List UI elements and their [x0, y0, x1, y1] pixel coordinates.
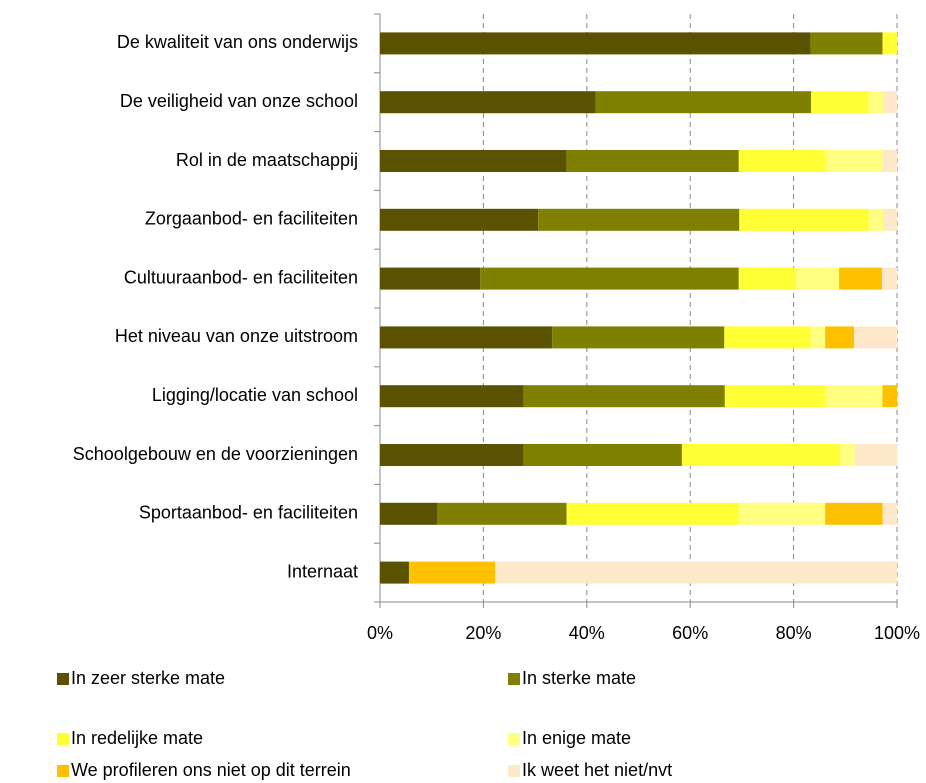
y-tick-label: Cultuuraanbod- en faciliteiten: [124, 267, 358, 287]
bar-segment: [538, 208, 740, 231]
bar-segment: [825, 385, 883, 408]
bar-segment: [882, 502, 897, 525]
y-tick-label: De veiligheid van onze school: [120, 91, 358, 111]
x-tick-label: 60%: [672, 623, 708, 643]
x-tick-label: 40%: [569, 623, 605, 643]
y-tick-label: Schoolgebouw en de voorzieningen: [73, 444, 358, 464]
bar-segment: [868, 91, 884, 114]
bar-segment: [380, 91, 596, 114]
bar-segment: [380, 326, 553, 349]
x-tick-label: 20%: [465, 623, 501, 643]
y-tick-label: Internaat: [287, 561, 358, 581]
y-tick-label: Sportaanbod- en faciliteiten: [139, 503, 358, 523]
x-tick-label: 0%: [367, 623, 393, 643]
bar-segment: [825, 502, 883, 525]
legend-swatch: [57, 765, 69, 777]
x-tick-label: 100%: [874, 623, 920, 643]
bar-segment: [595, 91, 812, 114]
y-tick-label: Ligging/locatie van school: [152, 385, 358, 405]
bar-segment: [854, 326, 897, 349]
y-tick-label: De kwaliteit van ons onderwijs: [117, 32, 358, 52]
bar-segment: [523, 385, 725, 408]
bar-segment: [882, 385, 897, 408]
bar-segment: [839, 267, 883, 290]
legend-label: Ik weet het niet/nvt: [522, 760, 672, 780]
bar-segment: [480, 267, 739, 290]
bar-segment: [380, 150, 567, 172]
bar-segment: [408, 561, 496, 584]
bar-segment: [854, 444, 898, 466]
bar-segment: [738, 267, 797, 290]
bar-segment: [883, 91, 897, 114]
y-tick-label: Rol in de maatschappij: [176, 150, 358, 170]
bar-segment: [437, 502, 567, 525]
bar-segment: [738, 502, 826, 525]
bar-segment: [739, 208, 869, 231]
legend-swatch: [508, 673, 520, 685]
legend-swatch: [57, 733, 69, 745]
bar-segment: [380, 208, 539, 231]
legend-label: In sterke mate: [522, 668, 636, 688]
bar-segment: [566, 150, 739, 172]
legend-label: In zeer sterke mate: [71, 668, 225, 688]
bar-segment: [495, 561, 897, 584]
y-tick-label: Het niveau van onze uitstroom: [115, 326, 358, 346]
bar-segment: [825, 326, 855, 349]
bar-segment: [882, 32, 897, 55]
bar-segment: [810, 32, 883, 55]
bar-segment: [883, 208, 897, 231]
bar-segment: [380, 444, 524, 466]
legend-label: In enige mate: [522, 728, 631, 748]
bar-segment: [380, 502, 438, 525]
bar-segment: [724, 385, 826, 408]
y-tick-label: Zorgaanbod- en faciliteiten: [145, 209, 358, 229]
bar-segment: [380, 267, 481, 290]
bar-segment: [810, 326, 826, 349]
bar-segment: [796, 267, 840, 290]
bar-segment: [681, 444, 841, 466]
legend-swatch: [508, 765, 520, 777]
legend-label: We profileren ons niet op dit terrein: [71, 760, 351, 780]
bar-segment: [380, 561, 409, 584]
bar-segment: [882, 150, 897, 172]
legend-swatch: [508, 733, 520, 745]
bar-segment: [882, 267, 897, 290]
bar-segment: [868, 208, 884, 231]
bar-segment: [380, 385, 524, 408]
bar-segment: [566, 502, 739, 525]
legend-label: In redelijke mate: [71, 728, 203, 748]
legend-swatch: [57, 673, 69, 685]
x-tick-label: 80%: [776, 623, 812, 643]
bar-segment: [840, 444, 855, 466]
bar-segment: [552, 326, 725, 349]
bar-segment: [380, 32, 811, 55]
bar-segment: [825, 150, 883, 172]
bar-segment: [724, 326, 811, 349]
bar-segment: [811, 91, 869, 114]
bar-segment: [523, 444, 682, 466]
bar-segment: [738, 150, 826, 172]
